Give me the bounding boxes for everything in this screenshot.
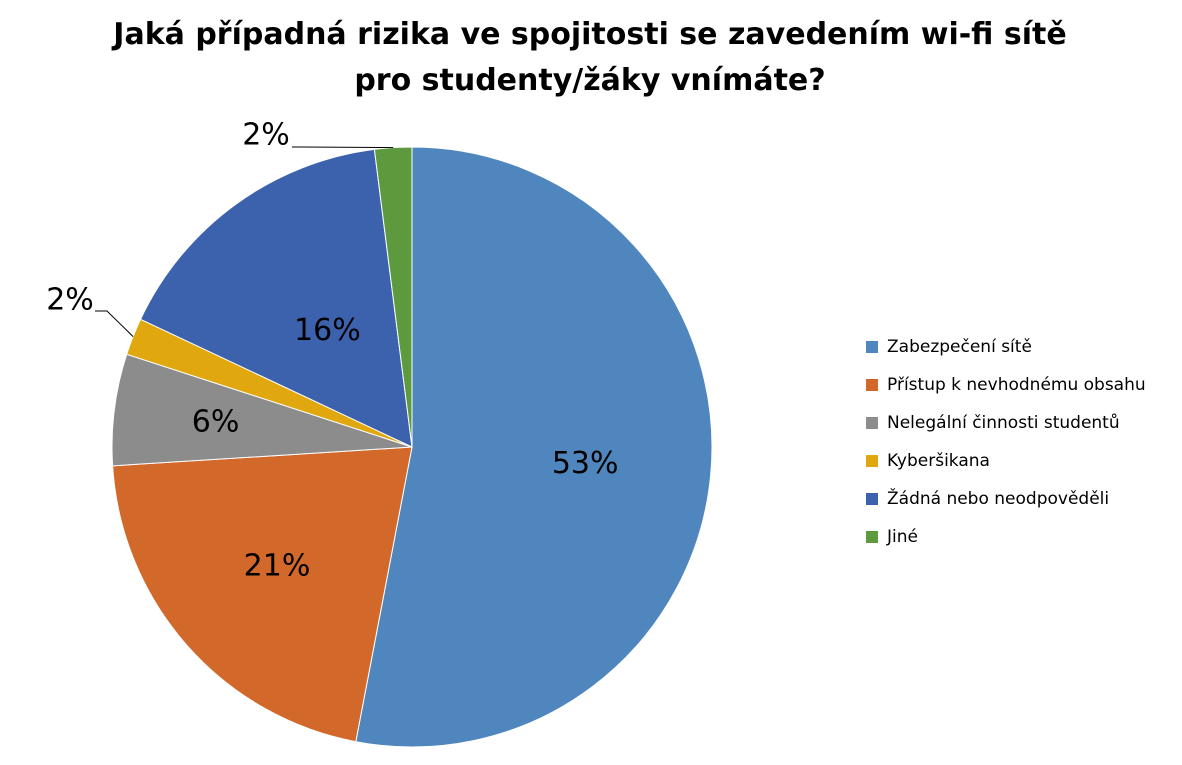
data-label-jine: 2% — [242, 118, 290, 153]
legend-label: Zabezpečení sítě — [887, 337, 1032, 357]
leader-line-kybersikana — [95, 310, 134, 337]
data-label-zabezpeceni-site: 53% — [552, 446, 619, 481]
legend-item-jine: Jiné — [866, 518, 1146, 556]
leader-line-jine — [292, 146, 394, 149]
legend-item-nelegalni-cinnosti-studentu: Nelegální činnosti studentů — [866, 404, 1146, 442]
legend-swatch — [866, 417, 878, 429]
legend-item-zadna-nebo-neodpovedeli: Žádná nebo neodpověděli — [866, 480, 1146, 518]
legend: Zabezpečení sítě Přístup k nevhodnému obs… — [866, 328, 1146, 556]
pie-slice-zadna-nebo-neodpovedeli — [139, 148, 413, 448]
legend-item-zabezpeceni-site: Zabezpečení sítě — [866, 328, 1146, 366]
legend-swatch — [866, 341, 878, 353]
data-label-zadna-nebo-neodpovedeli: 16% — [294, 313, 361, 348]
legend-label: Nelegální činnosti studentů — [887, 413, 1120, 433]
data-label-pristup-k-nevhodnemu-obsahu: 21% — [244, 549, 311, 584]
pie-slice-pristup-k-nevhodnemu-obsahu — [112, 446, 413, 743]
data-label-nelegalni-cinnosti-studentu: 6% — [192, 405, 240, 440]
legend-item-pristup-k-nevhodnemu-obsahu: Přístup k nevhodnému obsahu — [866, 366, 1146, 404]
legend-label: Kyberšikana — [887, 451, 990, 471]
chart-title-line-1: Jaká případná rizika ve spojitosti se za… — [113, 17, 1067, 52]
chart-title-line-2: pro studenty/žáky vnímáte? — [354, 63, 826, 98]
legend-label: Jiné — [887, 527, 918, 547]
legend-label: Žádná nebo neodpověděli — [887, 489, 1110, 509]
data-label-kybersikana: 2% — [46, 283, 94, 318]
legend-label: Přístup k nevhodnému obsahu — [887, 375, 1146, 395]
legend-item-kybersikana: Kyberšikana — [866, 442, 1146, 480]
legend-swatch — [866, 531, 878, 543]
legend-swatch — [866, 379, 878, 391]
legend-swatch — [866, 493, 878, 505]
pie-slice-zabezpeceni-site — [355, 146, 713, 748]
chart-title: Jaká případná rizika ve spojitosti se za… — [40, 12, 1140, 104]
legend-swatch — [866, 455, 878, 467]
